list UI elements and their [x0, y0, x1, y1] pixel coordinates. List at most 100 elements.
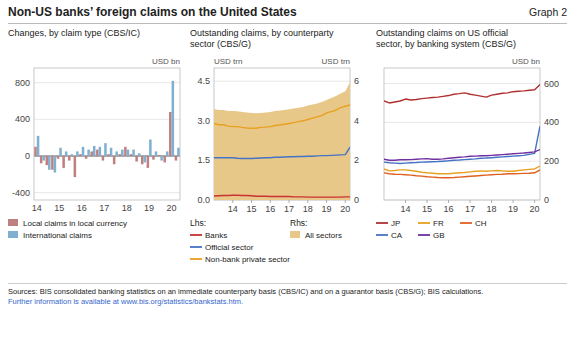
bar [90, 151, 93, 156]
y2-axis-label: USD trn [322, 57, 350, 66]
line [214, 147, 350, 158]
bar [160, 156, 163, 161]
y-axis-label: USD bn [512, 57, 540, 66]
y-tick-label: -400 [12, 188, 30, 198]
y-tick-label: 0 [544, 195, 549, 205]
y-tick-label: 3.0 [197, 116, 210, 126]
x-tick [270, 200, 271, 203]
line [384, 150, 540, 161]
y-tick-label: 200 [544, 156, 559, 166]
y2-tick-label: 4 [354, 116, 359, 126]
grid-line [384, 161, 540, 162]
y2-tick-label: 0 [354, 195, 359, 205]
bar [99, 147, 102, 156]
chart-root: Non-US banks’ foreign claims on the Unit… [0, 0, 575, 356]
panel-title-line: Outstanding claims, by counterparty [190, 28, 334, 38]
line [214, 105, 350, 128]
x-tick-label: 20 [340, 204, 350, 214]
bar [93, 146, 96, 156]
legend: JPFRCHCAGB [376, 219, 487, 240]
panel: Outstanding claims on US officialsector,… [376, 28, 559, 240]
grid-line [34, 119, 180, 120]
line [384, 85, 540, 103]
bar [119, 154, 122, 156]
grid-line [384, 83, 540, 84]
bar [166, 151, 169, 156]
bar [138, 153, 141, 156]
y-tick-label: 0 [25, 151, 30, 161]
bar [42, 156, 45, 161]
bar [102, 156, 105, 161]
x-tick-label: 19 [144, 203, 154, 213]
x-tick-label: 17 [465, 204, 475, 214]
legend-swatch [190, 234, 202, 236]
y-tick-label: 400 [15, 114, 30, 124]
line [384, 166, 540, 174]
x-tick-label: 15 [54, 203, 64, 213]
bar [87, 150, 90, 156]
line [384, 126, 540, 163]
x-tick [405, 200, 406, 203]
bar [155, 151, 158, 156]
bar [144, 156, 147, 162]
header-rule [8, 23, 567, 24]
x-tick [289, 200, 290, 203]
bar [149, 140, 152, 157]
grid-line [34, 82, 180, 83]
line [214, 195, 350, 197]
bar [96, 150, 99, 156]
x-tick-label: 20 [167, 203, 177, 213]
x-tick [251, 200, 252, 203]
x-tick-label: 16 [77, 203, 87, 213]
y-tick-label: 600 [544, 79, 559, 89]
text-line: Further information is available at www.… [8, 297, 243, 306]
bar [37, 136, 40, 156]
grid-line [34, 192, 180, 193]
y-tick-label: 800 [15, 78, 30, 88]
panel: Outstanding claims, by counterpartysecto… [190, 28, 359, 264]
legend-label: Local claims in local currency [23, 219, 127, 228]
bar [74, 156, 77, 177]
bar [46, 156, 49, 165]
bar [130, 154, 133, 156]
legend-label: Banks [205, 231, 227, 240]
bar [124, 147, 127, 156]
legend-header: Lhs: [190, 218, 206, 228]
bar [113, 156, 116, 164]
legend-swatch [460, 222, 472, 224]
x-tick-label: 18 [122, 203, 132, 213]
bar [40, 156, 43, 163]
bar [59, 148, 62, 156]
line [384, 170, 540, 178]
bar [127, 150, 130, 156]
legend-swatch [418, 234, 430, 236]
bar [115, 151, 118, 156]
bar [68, 156, 71, 161]
x-tick-label: 18 [303, 204, 313, 214]
x-tick-label: 14 [401, 204, 411, 214]
bar [147, 156, 150, 168]
footer-source: Sources: BIS consolidated banking statis… [8, 287, 483, 296]
panel-title: Outstanding claims, by counterpartysecto… [190, 28, 334, 49]
legend-swatch [190, 258, 202, 260]
legend-swatch [290, 231, 300, 238]
x-tick [448, 200, 449, 203]
bar [177, 148, 180, 156]
bar [82, 147, 85, 156]
panel-title-line: sector, by banking system (CBS/G) [376, 39, 516, 49]
x-tick-label: 16 [265, 204, 275, 214]
footer-rule [8, 283, 567, 284]
legend-label: Non-bank private sector [205, 255, 290, 264]
bar [79, 154, 82, 156]
x-tick-label: 14 [32, 203, 42, 213]
bar [71, 154, 74, 156]
legend-swatch [8, 231, 18, 238]
bar [85, 156, 88, 159]
legend-label: JP [391, 219, 400, 228]
bar [62, 156, 65, 168]
plot-frame [34, 68, 180, 200]
x-tick-label: 14 [228, 204, 238, 214]
y2-tick-label: 6 [354, 76, 359, 86]
x-tick [345, 200, 346, 203]
x-tick-label: 19 [508, 204, 518, 214]
